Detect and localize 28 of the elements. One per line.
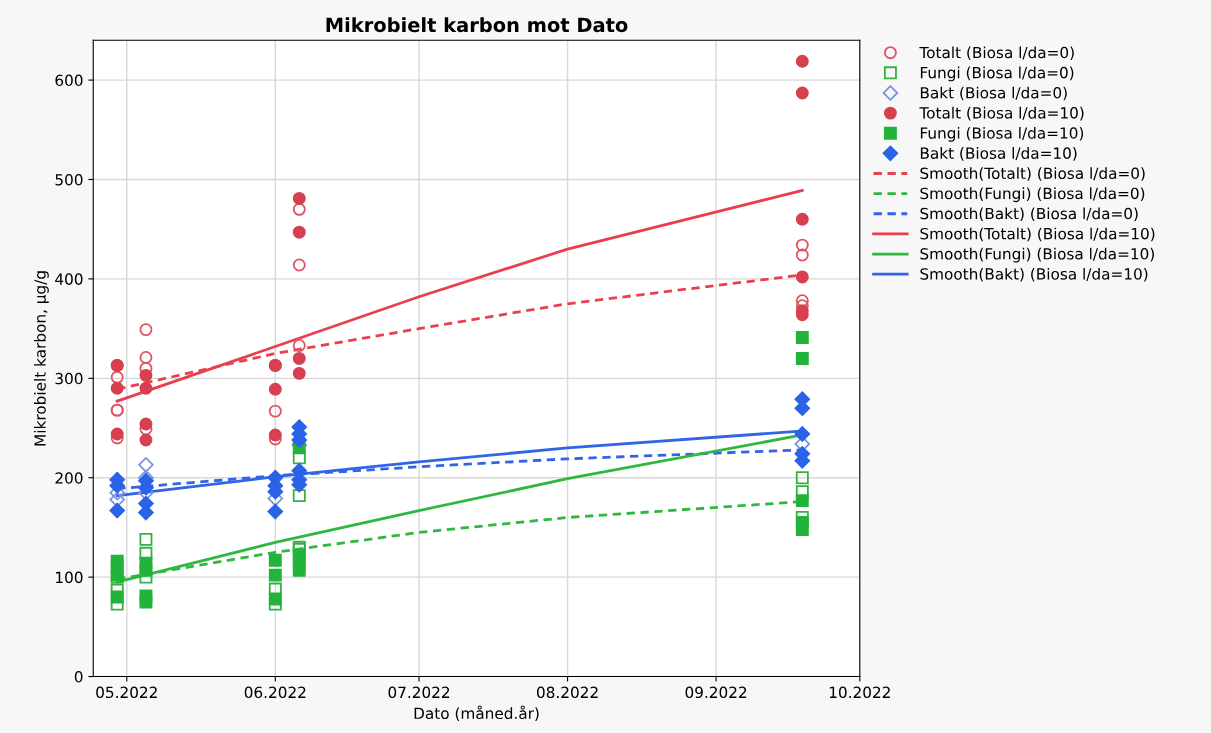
legend-label: Smooth(Totalt) (Biosa l/da=10) (920, 227, 1155, 242)
legend-label: Smooth(Fungi) (Biosa l/da=0) (920, 187, 1145, 203)
x-tick-label: 05.2022 (96, 686, 157, 699)
legend-label: Fungi (Biosa l/da=10) (920, 126, 1084, 142)
y-tick-label: 300 (55, 372, 83, 385)
y-tick-label: 200 (55, 472, 83, 484)
legend-label: Totalt (Biosa l/da=10) (919, 106, 1084, 121)
legend-label: Smooth(Bakt) (Biosa l/da=10) (920, 267, 1148, 282)
y-axis-title: Mikrobielt karbon, µg/g (34, 271, 49, 446)
legend-label: Smooth(Fungi) (Biosa l/da=10) (920, 247, 1154, 263)
legend-label: Smooth(Bakt) (Biosa l/da=0) (920, 207, 1138, 222)
x-tick-label: 08.2022 (536, 686, 598, 699)
x-tick-label: 06.2022 (244, 686, 306, 699)
x-tick-label: 09.2022 (685, 686, 747, 699)
legend-label: Bakt (Biosa l/da=10) (920, 147, 1077, 161)
y-tick-label: 0 (74, 671, 83, 683)
y-tick-label: 400 (55, 273, 83, 285)
x-tick-label: 07.2022 (388, 686, 450, 699)
y-tick-label: 100 (56, 571, 83, 584)
legend-label: Totalt (Biosa l/da=0) (919, 46, 1074, 61)
x-axis-title: Dato (måned.år) (414, 705, 539, 721)
legend-label: Bakt (Biosa l/da=0) (920, 86, 1067, 101)
legend-label: Smooth(Totalt) (Biosa l/da=0) (920, 167, 1145, 181)
y-tick-label: 500 (55, 173, 83, 186)
legend-label: Fungi (Biosa l/da=0) (920, 66, 1074, 82)
chart-title: Mikrobielt karbon mot Dato (326, 17, 628, 33)
y-tick-label: 600 (55, 74, 83, 87)
x-tick-label: 10.2022 (829, 686, 890, 699)
